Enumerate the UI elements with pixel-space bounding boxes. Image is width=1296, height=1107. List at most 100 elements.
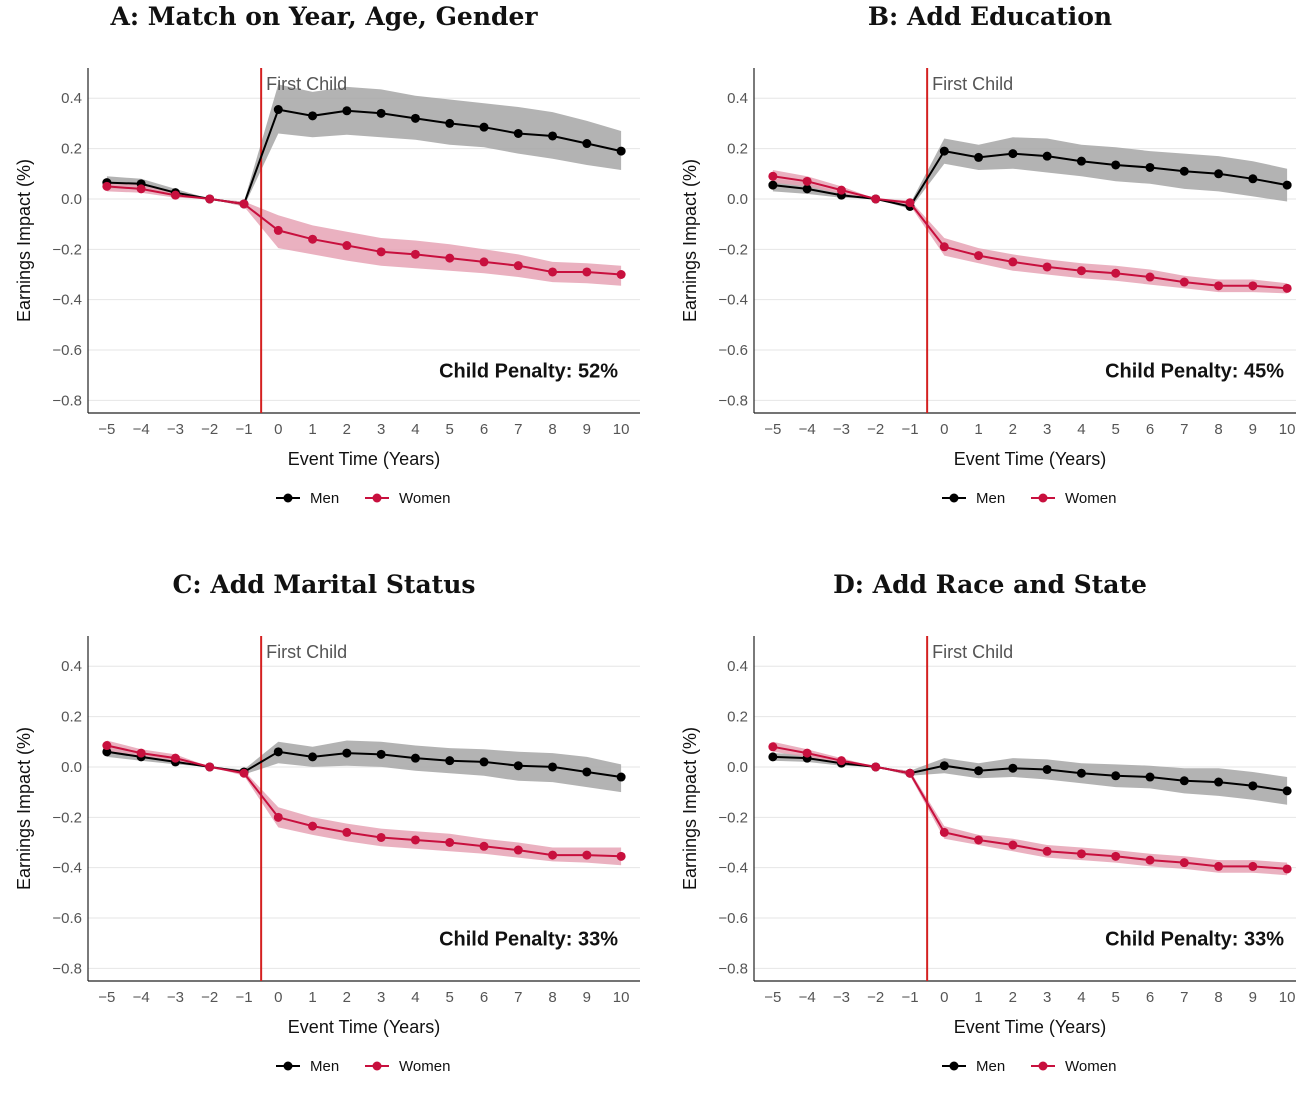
legend-label: Women — [399, 1058, 450, 1075]
y-tick-label: −0.6 — [52, 342, 82, 359]
x-tick-label: −1 — [235, 421, 252, 438]
data-point — [513, 761, 523, 771]
x-tick-label: −2 — [201, 421, 218, 438]
x-axis-label: Event Time (Years) — [954, 449, 1106, 469]
figure-grid: A: Match on Year, Age, Gender 0.4 0.2 0.0 −0… — [14, 2, 1296, 1075]
data-point — [1042, 846, 1052, 856]
data-point — [445, 253, 455, 263]
y-axis-label: Earnings Impact (%) — [680, 159, 700, 322]
data-point — [582, 850, 592, 860]
x-tick-label: 9 — [583, 989, 591, 1006]
x-tick-label: 9 — [1249, 989, 1257, 1006]
y-axis-label: Earnings Impact (%) — [14, 727, 34, 890]
data-point — [410, 753, 420, 763]
y-tick-label: −0.8 — [718, 960, 748, 977]
data-point — [170, 753, 180, 763]
data-point — [1076, 266, 1086, 276]
x-tick-label: −2 — [867, 989, 884, 1006]
y-tick-label: 0.4 — [727, 90, 748, 107]
data-point — [410, 835, 420, 845]
data-point — [1248, 174, 1258, 184]
data-point — [905, 768, 915, 778]
x-tick-label: 10 — [613, 421, 630, 438]
x-tick-label: 0 — [940, 989, 948, 1006]
data-point — [1145, 272, 1155, 282]
x-tick-label: 4 — [411, 989, 419, 1006]
x-tick-label: −4 — [133, 989, 150, 1006]
x-tick-label: 2 — [1009, 989, 1017, 1006]
x-tick-label: 8 — [548, 421, 556, 438]
data-point — [342, 241, 352, 251]
data-point — [273, 225, 283, 235]
data-point — [1076, 768, 1086, 778]
data-point — [1282, 283, 1292, 293]
x-tick-label: −3 — [833, 989, 850, 1006]
data-point — [513, 128, 523, 138]
data-point — [802, 748, 812, 758]
x-tick-label: 1 — [308, 421, 316, 438]
legend-label: Men — [310, 1058, 339, 1075]
y-tick-label: 0.0 — [727, 759, 748, 776]
data-point — [102, 747, 112, 757]
data-point — [376, 108, 386, 118]
legend-label: Men — [976, 1058, 1005, 1075]
x-axis-label: Event Time (Years) — [288, 1017, 440, 1037]
data-point — [308, 111, 318, 121]
legend-swatch-point — [283, 493, 293, 503]
y-tick-label: −0.8 — [718, 392, 748, 409]
legend-swatch-point — [1038, 1061, 1048, 1071]
event-line-label: First Child — [932, 74, 1013, 94]
x-tick-label: 4 — [411, 421, 419, 438]
data-point — [1179, 166, 1189, 176]
y-tick-label: −0.6 — [718, 910, 748, 927]
data-point — [548, 131, 558, 141]
data-point — [1282, 864, 1292, 874]
data-point — [308, 752, 318, 762]
child-penalty-annotation: Child Penalty: 45% — [1105, 361, 1284, 383]
x-tick-label: 5 — [446, 989, 454, 1006]
data-point — [1214, 777, 1224, 787]
data-point — [939, 146, 949, 156]
event-line-label: First Child — [932, 642, 1013, 662]
x-tick-label: 3 — [377, 989, 385, 1006]
panel-title: D: Add Race and State — [833, 570, 1147, 599]
x-tick-label: 3 — [1043, 989, 1051, 1006]
data-point — [479, 122, 489, 132]
data-point — [445, 118, 455, 128]
data-point — [342, 827, 352, 837]
x-axis-label: Event Time (Years) — [954, 1017, 1106, 1037]
data-point — [1076, 849, 1086, 859]
data-point — [479, 257, 489, 267]
data-point — [548, 850, 558, 860]
x-tick-label: 7 — [1180, 989, 1188, 1006]
legend-label: Women — [1065, 490, 1116, 507]
y-tick-label: 0.2 — [61, 709, 82, 726]
data-point — [1008, 257, 1018, 267]
data-point — [170, 190, 180, 200]
data-point — [582, 267, 592, 277]
data-point — [376, 749, 386, 759]
panel-title: B: Add Education — [867, 2, 1113, 31]
data-point — [376, 832, 386, 842]
y-tick-label: 0.2 — [727, 709, 748, 726]
confidence-band — [106, 84, 622, 207]
data-point — [1214, 281, 1224, 291]
series-line — [772, 745, 1288, 870]
legend-swatch-point — [1038, 493, 1048, 503]
data-point — [1248, 781, 1258, 791]
x-tick-label: 1 — [308, 989, 316, 1006]
data-point — [1248, 861, 1258, 871]
x-tick-label: 9 — [583, 421, 591, 438]
data-point — [445, 756, 455, 766]
y-tick-label: 0.2 — [61, 141, 82, 158]
confidence-band — [106, 181, 622, 286]
x-tick-label: 5 — [1112, 989, 1120, 1006]
data-point — [1282, 180, 1292, 190]
x-tick-label: −5 — [764, 421, 781, 438]
data-point — [479, 841, 489, 851]
child-penalty-annotation: Child Penalty: 52% — [439, 361, 618, 383]
data-point — [871, 762, 881, 772]
x-tick-label: 6 — [1146, 989, 1154, 1006]
x-tick-label: −5 — [764, 989, 781, 1006]
legend-swatch-point — [949, 493, 959, 503]
